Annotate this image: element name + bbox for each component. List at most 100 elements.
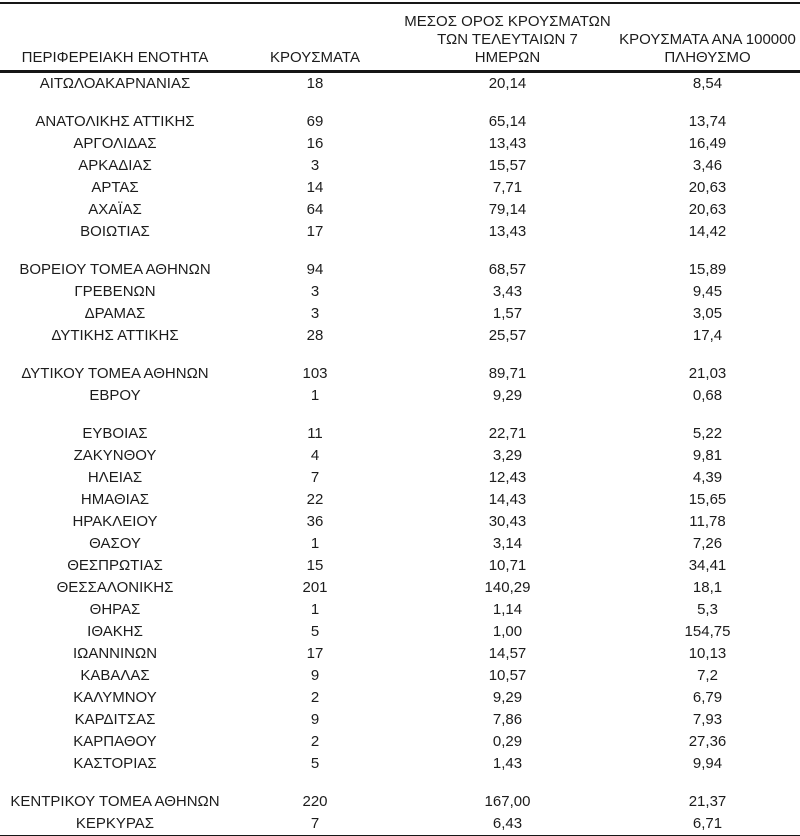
table-row: ΚΕΝΤΡΙΚΟΥ ΤΟΜΕΑ ΑΘΗΝΩΝ 220 167,00 21,37 [0, 791, 800, 813]
per100k-cell: 13,74 [688, 113, 727, 130]
per100k-cell: 20,63 [688, 179, 727, 196]
region-cell: ΙΩΑΝΝΙΝΩΝ [72, 645, 158, 662]
avg7-cell: 25,57 [488, 327, 527, 344]
avg7-cell: 3,29 [492, 447, 523, 464]
table-row: ΚΑΡΔΙΤΣΑΣ 9 7,86 7,93 [0, 709, 800, 731]
per100k-cell: 154,75 [684, 623, 731, 640]
region-cell: ΚΑΛΥΜΝΟΥ [73, 689, 157, 706]
region-cell: ΑΧΑΪΑΣ [88, 201, 142, 218]
table-row: ΔΥΤΙΚΗΣ ΑΤΤΙΚΗΣ 28 25,57 17,4 [0, 325, 800, 347]
avg7-cell: 14,57 [488, 645, 527, 662]
spacer-row [0, 243, 800, 259]
avg7-cell: 68,57 [488, 261, 527, 278]
per100k-cell: 5,3 [697, 601, 718, 618]
region-cell: ΘΑΣΟΥ [89, 535, 141, 552]
region-cell: ΚΑΒΑΛΑΣ [80, 667, 150, 684]
cases-cell: 11 [307, 425, 323, 442]
table-row: ΘΕΣΣΑΛΟΝΙΚΗΣ 201 140,29 18,1 [0, 577, 800, 599]
table-row: ΚΕΡΚΥΡΑΣ 7 6,43 6,71 [0, 813, 800, 836]
avg7-cell: 1,43 [492, 755, 523, 772]
region-cell: ΙΘΑΚΗΣ [87, 623, 143, 640]
per100k-cell: 7,2 [697, 667, 718, 684]
avg7-cell: 15,57 [488, 157, 527, 174]
cases-cell: 3 [310, 283, 320, 300]
table-row: ΙΩΑΝΝΙΝΩΝ 17 14,57 10,13 [0, 643, 800, 665]
col-header-per100k-line1: ΚΡΟΥΣΜΑΤΑ ΑΝΑ 100000 [619, 31, 796, 48]
table-row: ΔΡΑΜΑΣ 3 1,57 3,05 [0, 303, 800, 325]
avg7-cell: 14,43 [488, 491, 527, 508]
cases-cell: 69 [306, 113, 324, 130]
cases-cell: 17 [306, 223, 324, 240]
per100k-cell: 5,22 [692, 425, 723, 442]
region-cell: ΚΑΡΔΙΤΣΑΣ [74, 711, 156, 728]
region-cell: ΔΥΤΙΚΟΥ ΤΟΜΕΑ ΑΘΗΝΩΝ [21, 365, 209, 382]
cases-cell: 94 [306, 261, 324, 278]
table-row: ΘΑΣΟΥ 1 3,14 7,26 [0, 533, 800, 555]
per100k-cell: 7,26 [692, 535, 723, 552]
cases-cell: 18 [306, 75, 324, 92]
cases-cell: 220 [302, 793, 328, 810]
col-header-per100k: ΚΡΟΥΣΜΑΤΑ ΑΝΑ 100000 ΠΛΗΘΥΣΜΟ [615, 3, 800, 73]
region-cell: ΗΡΑΚΛΕΙΟΥ [72, 513, 158, 530]
region-cell: ΚΕΝΤΡΙΚΟΥ ΤΟΜΕΑ ΑΘΗΝΩΝ [10, 793, 220, 810]
per100k-cell: 3,05 [692, 305, 723, 322]
table-row: ΚΑΡΠΑΘΟΥ 2 0,29 27,36 [0, 731, 800, 753]
per100k-cell: 10,13 [688, 645, 727, 662]
spacer-cell [0, 243, 800, 259]
region-cell: ΚΑΣΤΟΡΙΑΣ [73, 755, 157, 772]
table-row: ΚΑΛΥΜΝΟΥ 2 9,29 6,79 [0, 687, 800, 709]
avg7-cell: 167,00 [484, 793, 531, 810]
cases-cell: 7 [310, 469, 320, 486]
avg7-cell: 9,29 [492, 689, 523, 706]
header-row: ΠΕΡΙΦΕΡΕΙΑΚΗ ΕΝΟΤΗΤΑ ΚΡΟΥΣΜΑΤΑ ΜΕΣΟΣ ΟΡΟ… [0, 3, 800, 73]
per100k-cell: 9,45 [692, 283, 723, 300]
per100k-cell: 0,68 [692, 387, 723, 404]
avg7-cell: 140,29 [484, 579, 531, 596]
cases-cell: 201 [302, 579, 328, 596]
spacer-cell [0, 347, 800, 363]
per100k-cell: 34,41 [688, 557, 727, 574]
table-row: ΕΥΒΟΙΑΣ 11 22,71 5,22 [0, 423, 800, 445]
per100k-cell: 11,78 [689, 513, 726, 530]
per100k-cell: 7,93 [692, 711, 723, 728]
region-cell: ΔΥΤΙΚΗΣ ΑΤΤΙΚΗΣ [51, 327, 179, 344]
spacer-row [0, 95, 800, 111]
cases-cell: 36 [306, 513, 324, 530]
col-header-region: ΠΕΡΙΦΕΡΕΙΑΚΗ ΕΝΟΤΗΤΑ [0, 3, 230, 73]
avg7-cell: 22,71 [488, 425, 527, 442]
avg7-cell: 9,29 [492, 387, 523, 404]
avg7-cell: 20,14 [488, 75, 527, 92]
col-header-cases-label: ΚΡΟΥΣΜΑΤΑ [270, 49, 360, 66]
table-row: ΓΡΕΒΕΝΩΝ 3 3,43 9,45 [0, 281, 800, 303]
col-header-cases: ΚΡΟΥΣΜΑΤΑ [230, 3, 400, 73]
cases-cell: 28 [306, 327, 324, 344]
region-cell: ΕΥΒΟΙΑΣ [82, 425, 148, 442]
cases-cell: 4 [310, 447, 320, 464]
table-row: ΑΡΤΑΣ 14 7,71 20,63 [0, 177, 800, 199]
per100k-cell: 6,79 [692, 689, 723, 706]
cases-cell: 3 [310, 305, 320, 322]
table-row: ΑΡΓΟΛΙΔΑΣ 16 13,43 16,49 [0, 133, 800, 155]
avg7-cell: 1,57 [492, 305, 523, 322]
col-header-per100k-line2: ΠΛΗΘΥΣΜΟ [664, 49, 751, 66]
avg7-cell: 3,43 [492, 283, 523, 300]
region-cell: ΑΡΤΑΣ [91, 179, 139, 196]
table-row: ΗΛΕΙΑΣ 7 12,43 4,39 [0, 467, 800, 489]
spacer-cell [0, 407, 800, 423]
cases-cell: 9 [310, 711, 320, 728]
col-header-avg7-line3: ΗΜΕΡΩΝ [474, 49, 541, 66]
table-body: ΑΙΤΩΛΟΑΚΑΡΝΑΝΙΑΣ 18 20,14 8,54 ΑΝΑΤΟΛΙΚΗΣ ΑΤ… [0, 72, 800, 836]
spacer-cell [0, 95, 800, 111]
table-row: ΕΒΡΟΥ 1 9,29 0,68 [0, 385, 800, 407]
table-row: ΖΑΚΥΝΘΟΥ 4 3,29 9,81 [0, 445, 800, 467]
cases-cell: 2 [310, 689, 320, 706]
table-row: ΑΝΑΤΟΛΙΚΗΣ ΑΤΤΙΚΗΣ 69 65,14 13,74 [0, 111, 800, 133]
region-cell: ΘΗΡΑΣ [89, 601, 141, 618]
cases-cell: 103 [302, 365, 328, 382]
per100k-cell: 9,94 [692, 755, 723, 772]
table-row: ΑΧΑΪΑΣ 64 79,14 20,63 [0, 199, 800, 221]
region-cell: ΔΡΑΜΑΣ [84, 305, 146, 322]
per100k-cell: 18,1 [692, 579, 723, 596]
region-cell: ΖΑΚΥΝΘΟΥ [73, 447, 157, 464]
region-cell: ΘΕΣΣΑΛΟΝΙΚΗΣ [56, 579, 174, 596]
